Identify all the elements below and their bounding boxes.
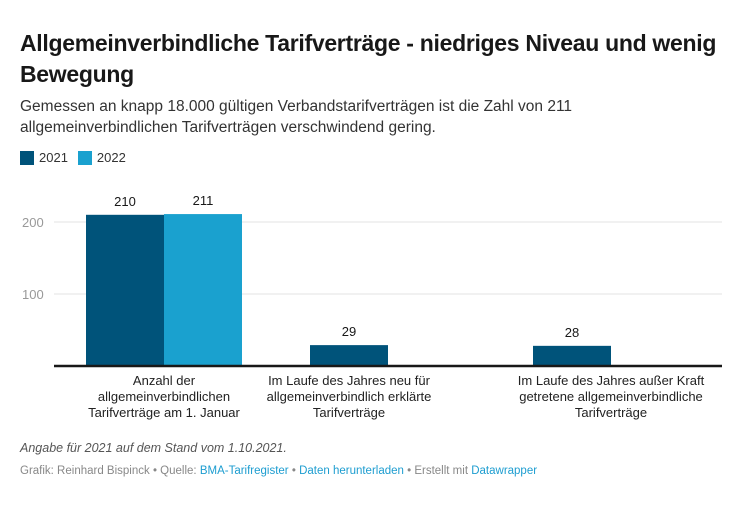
x-tick-label-line: allgemeinverbindlich erklärte (266, 389, 432, 404)
x-tick-label-line: Anzahl der (132, 373, 196, 388)
datawrapper-link[interactable]: Datawrapper (471, 465, 538, 477)
x-tick-label-line: Tarifverträge (312, 405, 386, 420)
source-prefix: Quelle: (160, 465, 200, 477)
data-label: 29 (342, 324, 356, 339)
credits: Grafik: Reinhard Bispinck • Quelle: BMA-… (20, 465, 537, 477)
chart-title: Allgemeinverbindliche Tarifverträge - ni… (20, 30, 717, 87)
y-tick-label: 100 (22, 287, 44, 302)
data-label: 210 (114, 194, 136, 209)
bar-2022-cat1 (164, 214, 242, 366)
created-with-prefix: Erstellt mit (414, 465, 472, 477)
bar-chart: 100 200 210 211 29 28 (22, 193, 722, 368)
legend-item-2022: 2022 (77, 150, 126, 165)
data-label: 28 (565, 325, 579, 340)
separator: • (403, 465, 415, 477)
x-tick-label-line: Tarifverträge (574, 405, 648, 420)
bar-2021-cat3 (533, 345, 611, 366)
x-tick-label-line: Im Laufe des Jahres neu für (268, 373, 430, 388)
footnote: Angabe für 2021 auf dem Stand vom 1.10.2… (20, 441, 287, 455)
x-tick-label-line: Tarifverträge am 1. Januar (88, 405, 240, 420)
x-tick-label: Im Laufe des Jahres neu für allgemeinverb… (249, 373, 449, 421)
x-tick-label-line: getretene allgemeinverbindliche (519, 389, 703, 404)
y-tick-label: 200 (22, 215, 44, 230)
data-label: 211 (193, 193, 214, 208)
legend-swatch-2021 (20, 150, 34, 165)
legend-label-2021: 2021 (39, 150, 68, 165)
bar-2021-cat1 (86, 214, 164, 366)
separator: • (149, 465, 161, 477)
x-tick-label: Im Laufe des Jahres außer Kraft getretene… (511, 373, 711, 421)
bar-2021-cat2 (310, 345, 388, 366)
x-tick-label-line: allgemeinverbindlichen (97, 389, 231, 404)
separator: • (288, 465, 300, 477)
legend-swatch-2022 (77, 150, 92, 165)
legend-label-2022: 2022 (96, 150, 126, 165)
legend-item-2021: 2021 (20, 150, 68, 165)
chart-subtitle: Gemessen an knapp 18.000 gültigen Verban… (20, 98, 573, 136)
credit-author: Grafik: Reinhard Bispinck (20, 465, 150, 477)
legend: 2021 2022 (20, 150, 136, 165)
x-tick-label: Anzahl der allgemeinverbindlichen Tarifver… (64, 373, 264, 421)
source-link[interactable]: BMA-Tarifregister (199, 465, 289, 477)
x-tick-label-line: Im Laufe des Jahres außer Kraft (517, 373, 705, 388)
download-data-link[interactable]: Daten herunterladen (299, 465, 404, 477)
